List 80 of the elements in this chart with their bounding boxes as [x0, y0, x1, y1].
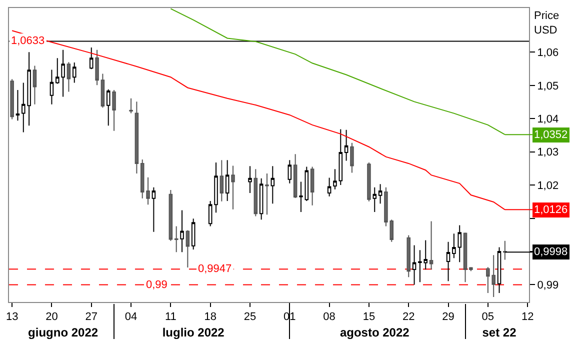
- y-axis-title: Price USD: [534, 10, 560, 36]
- candlestick: [367, 162, 371, 202]
- candlestick: [378, 184, 382, 204]
- candlestick: [344, 129, 348, 162]
- candlestick: [497, 246, 502, 294]
- ref-line-label: 0,9947: [198, 263, 232, 275]
- annotation: 1,0126: [534, 204, 568, 216]
- candlestick: [168, 190, 173, 242]
- y-tick-label: 1,04: [537, 113, 559, 126]
- x-tick-label: 05: [482, 311, 494, 324]
- ref-line-label: 0,99: [146, 279, 168, 291]
- candlestick: [106, 88, 110, 126]
- x-tick-label: 18: [204, 311, 216, 324]
- candlestick: [225, 160, 230, 202]
- candlestick: [180, 210, 184, 253]
- x-tick-label: 13: [6, 311, 18, 324]
- x2-tick-label: giugno 2022: [28, 326, 98, 340]
- candlestick: [16, 90, 20, 122]
- candlestick: [66, 62, 71, 92]
- candlestick: [50, 69, 54, 105]
- x-tick-label: 22: [402, 311, 415, 324]
- x-tick-label: 27: [85, 311, 98, 324]
- candlestick: [248, 166, 252, 194]
- y-tick-label: 0,99: [537, 280, 559, 292]
- candlestick: [89, 47, 94, 70]
- x-tick-label: 15: [362, 311, 376, 324]
- candlestick: [174, 226, 178, 253]
- y-tick-label: 1,03: [537, 146, 559, 159]
- candlestick: [112, 90, 116, 132]
- candlestick: [191, 218, 196, 250]
- x2-tick-label: agosto 2022: [340, 326, 410, 340]
- y-tick-label: 1,02: [537, 180, 559, 192]
- candlestick: [270, 166, 275, 204]
- candlestick: [254, 168, 258, 217]
- candlestick: [333, 168, 337, 190]
- y-tick-label: 1,06: [537, 47, 559, 60]
- x-tick-label: 20: [46, 311, 58, 324]
- candlestick: [208, 200, 212, 227]
- x-tick-label: 11: [164, 311, 176, 324]
- candlestick: [231, 165, 235, 210]
- candlestick: [186, 230, 190, 268]
- candlestick: [259, 178, 264, 220]
- x2-tick-label: luglio 2022: [162, 326, 225, 340]
- y-tick-label: 1,05: [537, 80, 559, 92]
- x-tick-label: 29: [442, 311, 454, 324]
- candlestick: [220, 160, 224, 202]
- candlestick: [72, 62, 76, 84]
- candlestick: [293, 154, 298, 199]
- x-tick-label: 04: [124, 311, 138, 324]
- candlestick: [10, 78, 14, 120]
- x-tick-label: 08: [323, 311, 336, 324]
- candlestick: [429, 220, 434, 270]
- candlestick: [100, 73, 105, 108]
- candlestick: [372, 186, 377, 212]
- x-tick-label: 25: [244, 311, 256, 324]
- candlestick: [463, 232, 468, 283]
- candlestick: [412, 244, 416, 286]
- candlestick: [299, 181, 303, 212]
- annotation: 0,9998: [534, 246, 568, 258]
- annotation: 1,0352: [534, 129, 568, 141]
- candlestick: [304, 166, 309, 202]
- x2-tick-label: set 22: [482, 326, 517, 340]
- candlestick: [327, 177, 332, 197]
- candlestick: [214, 162, 218, 214]
- candlestick: [265, 172, 269, 216]
- candlestick: [134, 101, 139, 174]
- candlestick: [152, 186, 156, 232]
- candlestick: [129, 98, 133, 114]
- candlestick: [446, 241, 450, 282]
- candlestick: [503, 240, 507, 260]
- candlestick: [288, 160, 292, 184]
- candlestick: [32, 65, 37, 105]
- candlestick: [350, 142, 354, 174]
- candlestick: [95, 49, 99, 86]
- candlestick: [406, 234, 411, 278]
- x-tick-label: 12: [521, 311, 534, 324]
- candlestick: [469, 266, 473, 272]
- ref-line-label: 1,0633: [11, 35, 45, 47]
- candlestick: [310, 166, 314, 206]
- candlestick: [338, 128, 343, 186]
